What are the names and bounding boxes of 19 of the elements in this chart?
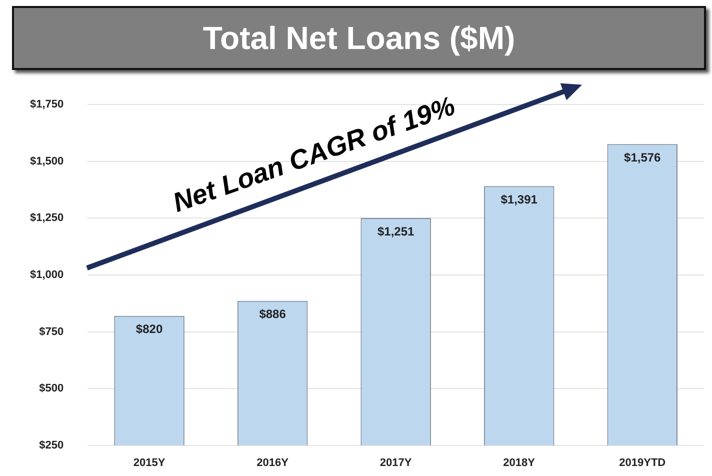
y-tick-label: $1,750 bbox=[30, 98, 64, 111]
data-label: $1,251 bbox=[377, 224, 414, 238]
y-tick-label: $750 bbox=[39, 326, 64, 338]
data-label: $820 bbox=[136, 322, 163, 336]
y-tick-label: $250 bbox=[39, 439, 64, 452]
x-tick-label: 2016Y bbox=[256, 457, 290, 470]
x-tick-label: 2015Y bbox=[133, 457, 166, 470]
y-tick-label: $500 bbox=[39, 382, 64, 395]
data-label: $1,391 bbox=[500, 192, 538, 206]
annotation: Net Loan CAGR of 19% bbox=[169, 90, 459, 218]
data-label: $1,576 bbox=[624, 150, 662, 164]
x-tick-label: 2019YTD bbox=[619, 457, 666, 470]
y-tick-label: $1,250 bbox=[30, 212, 64, 224]
x-tick-label: 2017Y bbox=[380, 457, 412, 470]
data-label: $886 bbox=[259, 307, 286, 322]
y-tick-label: $1,500 bbox=[30, 155, 64, 168]
chart-title: Total Net Loans ($M) bbox=[12, 6, 706, 70]
y-tick-label: $1,000 bbox=[30, 269, 64, 282]
x-tick-label: 2018Y bbox=[503, 457, 536, 470]
